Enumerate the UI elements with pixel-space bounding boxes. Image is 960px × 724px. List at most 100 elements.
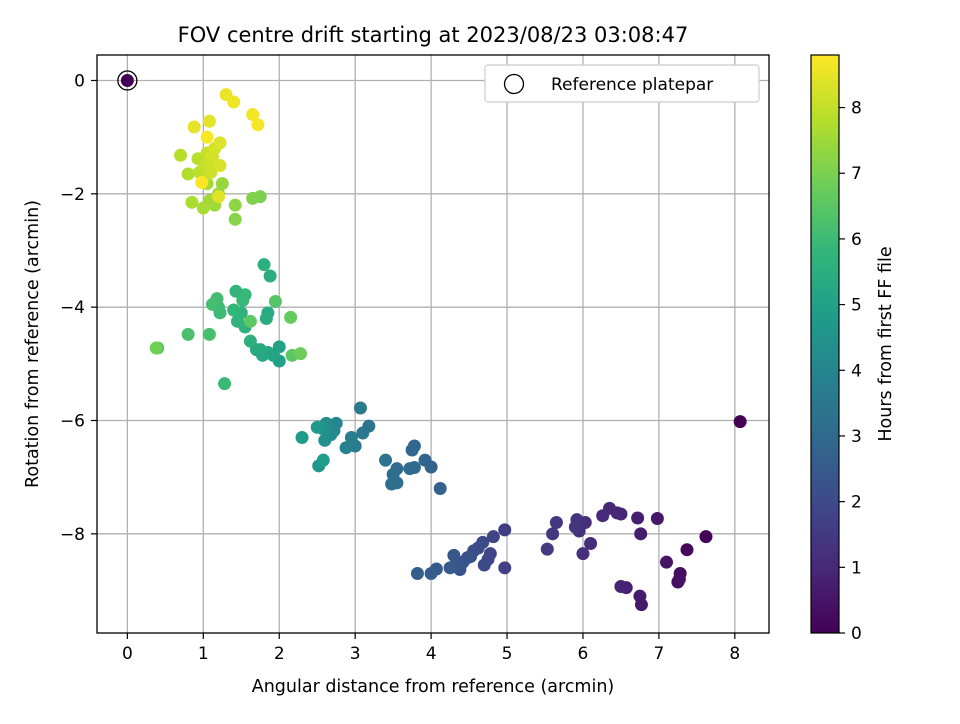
y-axis-label: Rotation from reference (arcmin) (23, 200, 43, 488)
reference-point (117, 70, 138, 91)
data-point (228, 198, 242, 212)
data-point (213, 136, 227, 150)
colorbar-tick-label: 0 (851, 624, 862, 644)
data-point (316, 453, 330, 467)
data-point (584, 536, 598, 550)
data-point (204, 165, 218, 179)
data-point (195, 176, 209, 189)
x-tick-label: 6 (578, 644, 589, 664)
colorbar-tick-label: 4 (851, 361, 862, 381)
colorbar-tick-label: 1 (851, 558, 862, 578)
data-point (149, 341, 163, 355)
data-point (433, 482, 447, 495)
data-point (568, 520, 582, 534)
colorbar-tick-label: 6 (851, 230, 862, 250)
data-point (253, 343, 267, 357)
data-point (268, 295, 282, 308)
data-point (310, 420, 324, 434)
y-tick-label: −2 (60, 185, 85, 205)
colorbar-tick-label: 7 (851, 164, 862, 184)
plot-frame (96, 54, 770, 634)
data-point (633, 589, 647, 603)
data-point (213, 159, 227, 172)
data-point (205, 297, 219, 311)
data-point (477, 558, 491, 572)
colorbar: 0 1 2 3 4 5 6 7 8 Hours from first FF file (810, 54, 896, 644)
data-point (385, 477, 399, 491)
data-point (356, 426, 370, 440)
colorbar-tick-label: 3 (851, 427, 862, 447)
x-axis-label: Angular distance from reference (arcmin) (252, 677, 615, 697)
x-tick-label: 4 (426, 644, 437, 664)
data-point (230, 314, 244, 328)
data-point (181, 327, 195, 341)
y-tick-label: −4 (60, 298, 85, 318)
data-point (596, 509, 610, 523)
data-point (293, 347, 307, 361)
data-point (498, 523, 512, 537)
data-point (680, 543, 694, 557)
data-point (650, 512, 664, 526)
colorbar-tick-label: 2 (851, 493, 862, 513)
data-point (227, 303, 241, 317)
data-point (344, 431, 358, 444)
data-point (631, 511, 645, 525)
data-point (339, 441, 353, 455)
data-point (295, 431, 309, 444)
data-point (257, 258, 271, 272)
x-tick-label: 3 (350, 644, 361, 664)
x-tick-label: 5 (502, 644, 513, 664)
colorbar-label: Hours from first FF file (876, 246, 896, 441)
colorbar-ticks: 0 1 2 3 4 5 6 7 8 (839, 99, 862, 644)
data-point (185, 195, 199, 209)
data-point (200, 130, 214, 144)
y-tick-label: −8 (60, 525, 85, 545)
data-point (251, 118, 265, 132)
data-point (211, 190, 225, 204)
legend-marker-icon (503, 73, 525, 95)
x-tick-label: 0 (122, 644, 133, 664)
data-point (405, 443, 419, 457)
legend: Reference platepar (484, 64, 760, 103)
data-point (549, 516, 563, 529)
data-point (196, 201, 210, 215)
y-tick-label: −6 (60, 412, 85, 432)
data-point (202, 327, 216, 341)
reference-data-point (120, 74, 134, 87)
reference-marker-icon (117, 70, 138, 91)
data-point (181, 167, 195, 181)
data-point (202, 114, 216, 128)
data-point (443, 561, 457, 575)
data-point (353, 401, 367, 415)
data-points (149, 88, 747, 612)
colorbar-tick-label: 8 (851, 99, 862, 119)
x-axis-ticks: 0 1 2 3 4 5 6 7 8 (122, 633, 740, 664)
data-point (243, 334, 257, 348)
data-point (261, 306, 275, 320)
data-point (576, 547, 590, 561)
data-point (733, 415, 747, 429)
grid-lines (97, 55, 769, 633)
data-point (418, 453, 432, 467)
data-point (246, 191, 260, 205)
data-point (672, 572, 686, 586)
data-point (379, 453, 393, 467)
data-point (228, 212, 242, 226)
data-point (424, 567, 438, 580)
data-point (410, 567, 424, 580)
x-tick-label: 1 (198, 644, 209, 664)
data-point (246, 108, 260, 121)
colorbar-tick-label: 5 (851, 296, 862, 316)
data-point (218, 377, 232, 391)
x-tick-label: 2 (274, 644, 285, 664)
data-point (215, 177, 229, 191)
data-point (699, 530, 713, 544)
data-point (498, 561, 512, 575)
x-tick-label: 7 (653, 644, 664, 664)
data-point (634, 527, 648, 541)
data-point (284, 310, 298, 324)
data-point (318, 433, 332, 447)
data-point (243, 314, 257, 328)
data-point (659, 555, 673, 569)
